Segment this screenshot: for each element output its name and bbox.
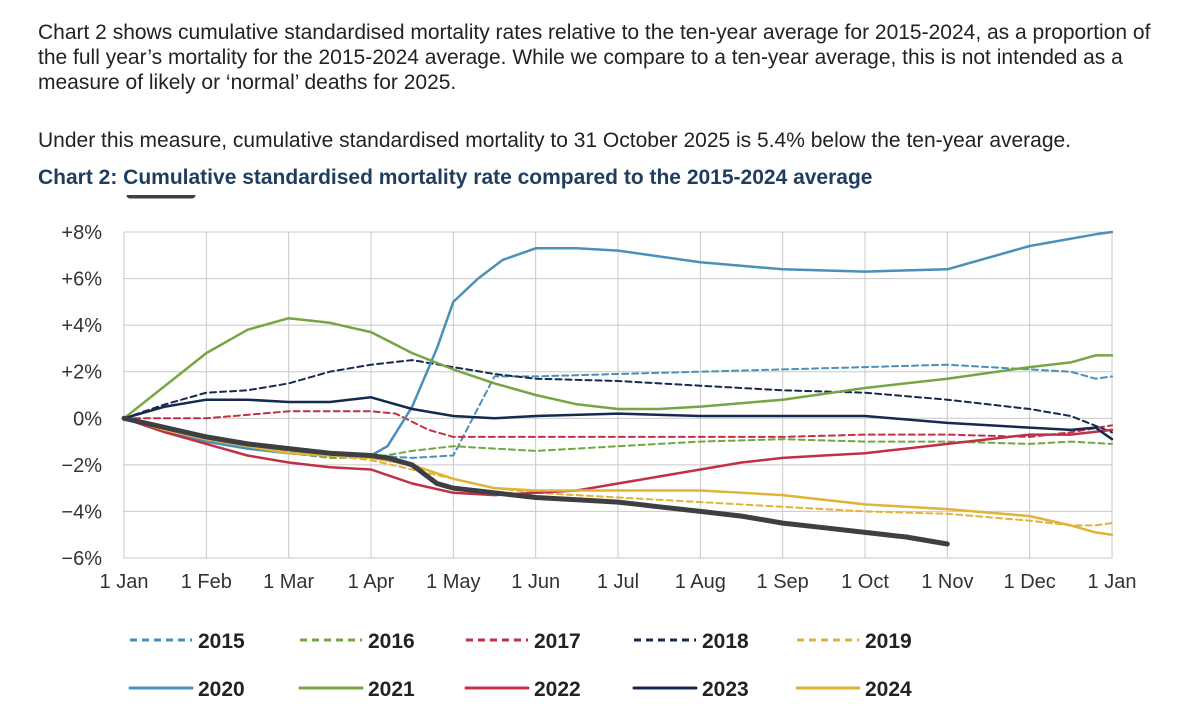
legend-item-2023: 2023 [632,678,749,701]
x-tick-label: 1 Feb [181,571,232,593]
legend-label: 2015 [198,630,245,653]
series-line-2024 [122,417,1114,536]
x-tick-label: 1 Apr [348,571,395,593]
legend-label: 2021 [368,678,415,701]
legend-label: 2018 [702,630,749,653]
chart-legend: 2015 2016 2017 2018 2019 2020 2021 2022 2023 2024… [126,195,912,701]
legend-label: 2025 [198,195,245,200]
legend-label: 2017 [534,630,581,653]
legend-label: 2022 [534,678,581,701]
chart-title: Chart 2: Cumulative standardised mortali… [38,166,873,189]
chart-grid [123,231,1113,559]
x-tick-label: 1 Jun [511,571,560,593]
legend-item-2017: 2017 [466,630,581,653]
legend-item-2019: 2019 [797,630,912,653]
legend-item-2025: 2025 [126,195,245,200]
x-tick-label: 1 Jan [100,571,149,593]
x-tick-label: 1 Sep [757,571,809,593]
legend-item-2015: 2015 [130,630,245,653]
legend-item-2024: 2024 [795,678,912,701]
x-tick-label: 1 Aug [675,571,726,593]
y-tick-label: 0% [73,408,102,430]
y-tick-label: −2% [61,455,102,477]
x-tick-label: 1 Nov [921,571,973,593]
legend-label: 2024 [865,678,912,701]
legend-item-2021: 2021 [298,678,415,701]
series-line-2022 [122,417,1114,497]
legend-item-2016: 2016 [300,630,415,653]
y-tick-label: +2% [61,362,102,384]
y-tick-label: +8% [61,222,102,244]
series-line-2025 [121,415,950,547]
intro-paragraph-2: Under this measure, cumulative standardi… [38,129,1072,152]
series-line-2023 [122,396,1114,441]
y-tick-label: −4% [61,501,102,523]
intro-paragraph-1: Chart 2 shows cumulative standardised mo… [38,21,1151,94]
legend-item-2022: 2022 [464,678,581,701]
legend-label: 2016 [368,630,415,653]
x-tick-label: 1 Dec [1004,571,1056,593]
x-tick-label: 1 Jul [597,571,639,593]
legend-item-2020: 2020 [128,678,245,701]
x-tick-label: 1 Jan [1088,571,1137,593]
x-tick-label: 1 Oct [841,571,889,593]
legend-item-2018: 2018 [634,630,749,653]
y-tick-label: +6% [61,269,102,291]
legend-label: 2019 [865,630,912,653]
legend-label: 2020 [198,678,245,701]
y-tick-label: −6% [61,548,102,570]
y-tick-label: +4% [61,315,102,337]
chart-series [121,230,1114,547]
series-line-2021 [122,316,1114,420]
x-tick-label: 1 Mar [263,571,314,593]
series-line-2018 [123,359,1113,434]
legend-label: 2023 [702,678,749,701]
series-line-2017 [123,410,1113,438]
mortality-line-chart: 1 Jan 1 Feb 1 Mar 1 Apr 1 May 1 Jun 1 Jul 1 Aug… [61,195,1136,701]
x-tick-label: 1 May [426,571,480,593]
chart-axes: 1 Jan 1 Feb 1 Mar 1 Apr 1 May 1 Jun 1 Jul 1 Aug… [61,222,1136,593]
